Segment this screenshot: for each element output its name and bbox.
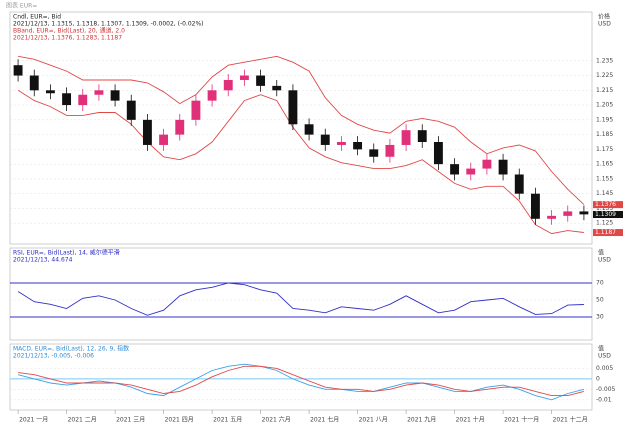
candle-body (547, 215, 557, 219)
panel-header: MACD, EUR=, Bid(Last), 12, 26, 9, 指数 (13, 345, 129, 353)
y-tick-label: 1.235 (596, 57, 613, 64)
candle-body (579, 211, 589, 215)
candle-body (498, 159, 508, 175)
panel-header: 2021/12/13, 1.1376, 1.1283, 1.1187 (13, 35, 122, 42)
unit-label: 值 (598, 249, 604, 257)
candle-body (110, 90, 120, 101)
x-tick-label: 2021 五月 (213, 417, 242, 424)
candle-body (320, 134, 330, 145)
candle-body (433, 142, 443, 165)
price-tag-label: 1.1376 (595, 201, 616, 208)
candle-body (482, 159, 492, 169)
panel-header: 2021/12/13, 1.1315, 1.1318, 1.1307, 1.13… (13, 21, 204, 28)
x-tick-label: 2021 四月 (165, 417, 194, 424)
candle-body (78, 94, 88, 106)
x-tick-label: 2021 九月 (407, 416, 436, 424)
candle-body (159, 134, 169, 145)
candle-body (336, 142, 346, 145)
y-tick-label: 30 (596, 314, 604, 321)
panel-header: 2021/12/13, 44.674 (13, 257, 73, 264)
y-tick-label: 1.155 (596, 175, 613, 182)
candle-body (142, 119, 152, 145)
price-tag-label: 1.1187 (595, 229, 616, 236)
candle-body (191, 100, 201, 120)
x-tick-label: 2021 十月 (456, 416, 485, 424)
x-tick-label: 2021 十二月 (553, 416, 588, 424)
y-tick-label: 70 (596, 280, 604, 287)
window-title: 图表 EUR= (6, 2, 37, 10)
candle-body (514, 174, 524, 194)
indicator-line (17, 282, 584, 316)
y-tick-label: 0.005 (596, 365, 613, 372)
y-tick-label: -0.01 (596, 396, 612, 403)
y-tick-label: -0.005 (596, 386, 616, 393)
y-tick-label: 1.175 (596, 146, 613, 153)
candle-body (45, 90, 55, 94)
panel-frame (9, 247, 593, 341)
candle-body (272, 85, 282, 91)
panel-header: Cndl, EUR=, Bid (13, 14, 61, 21)
candle-body (13, 65, 23, 76)
unit-label: 价格 (598, 13, 610, 21)
x-tick-label: 2021 二月 (68, 417, 97, 424)
unit-label: 值 (598, 345, 604, 353)
price-tag-label: 1.1309 (595, 211, 616, 218)
candle-body (417, 130, 427, 142)
y-tick-label: 1.205 (596, 102, 613, 109)
candle-body (256, 75, 266, 86)
candle-body (29, 75, 39, 91)
panel-header: 2021/12/13, -0.005, -0.006 (13, 353, 94, 360)
candle-body (450, 164, 460, 175)
candle-body (126, 100, 136, 120)
indicator-line (18, 365, 585, 397)
price-tag (593, 229, 623, 237)
y-tick-label: 1.195 (596, 116, 613, 123)
x-tick-label: 2021 八月 (359, 417, 388, 424)
y-tick-label: 1.145 (596, 190, 613, 197)
unit-label: USD (598, 21, 611, 28)
panel-frame (9, 343, 593, 411)
candle-body (175, 119, 185, 135)
x-tick-label: 2021 一月 (19, 417, 48, 424)
y-tick-label: 1.185 (596, 131, 613, 138)
y-tick-label: 1.135 (596, 205, 613, 212)
x-tick-label: 2021 十一月 (504, 416, 539, 424)
candle-body (385, 144, 395, 157)
candle-body (62, 93, 72, 106)
panel-header: BBand, EUR=, Bid(Last), 20, 通道, 2.0 (13, 27, 125, 35)
candle-body (223, 79, 233, 91)
candle-body (563, 211, 573, 216)
candle-body (207, 90, 217, 101)
bollinger-band (17, 89, 584, 235)
candle-body (353, 142, 363, 150)
x-tick-label: 2021 六月 (262, 416, 291, 424)
price-tag (593, 201, 623, 209)
candle-body (401, 130, 411, 145)
candle-body (530, 193, 540, 219)
x-tick-label: 2021 七月 (310, 416, 339, 424)
y-tick-label: 1.125 (596, 220, 613, 227)
price-tag (593, 211, 623, 219)
x-tick-label: 2021 三月 (116, 417, 145, 424)
candle-body (239, 75, 249, 80)
y-tick-label: 1.215 (596, 87, 613, 94)
bollinger-band (18, 55, 585, 205)
candle-body (288, 90, 298, 125)
y-tick-label: 50 (596, 297, 604, 304)
candle-body (466, 168, 476, 175)
panel-frame (9, 11, 593, 245)
y-tick-label: 0 (596, 375, 600, 382)
candle-body (304, 124, 314, 135)
candle-body (94, 90, 104, 95)
candle-body (369, 149, 379, 157)
y-tick-label: 1.165 (596, 161, 613, 168)
unit-label: USD (598, 353, 611, 360)
y-tick-label: 1.225 (596, 72, 613, 79)
panel-header: RSI, EUR=, Bid(Last), 14, 威尔德平滑 (13, 249, 120, 257)
unit-label: USD (598, 257, 611, 264)
